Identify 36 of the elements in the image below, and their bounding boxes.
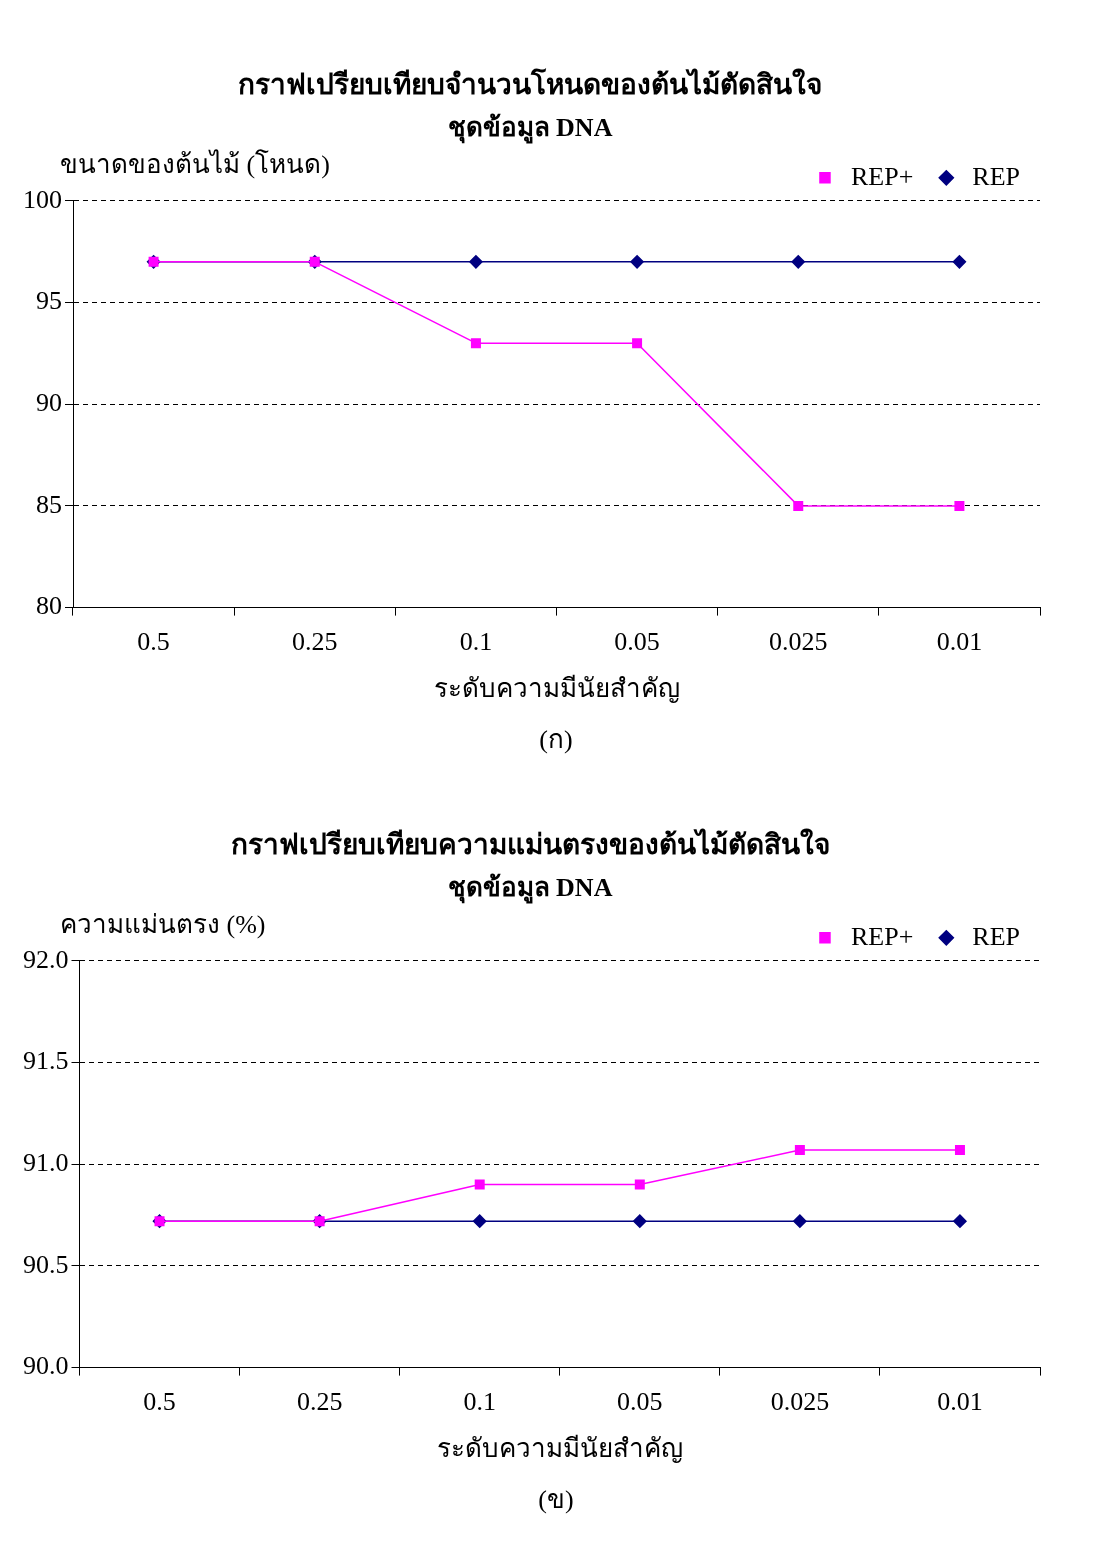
x-tick-label: 0.5 xyxy=(137,627,170,657)
x-tick-label: 0.05 xyxy=(617,1387,663,1417)
legend-label: REP+ xyxy=(850,921,914,951)
chart-subtitle: ชุดข้อมูล DNA xyxy=(447,112,613,144)
x-tick-label: 0.25 xyxy=(292,627,338,657)
x-tick-label: 0.25 xyxy=(296,1387,343,1417)
x-tick-label: 0.01 xyxy=(937,1387,983,1417)
x-tick-label: 0.1 xyxy=(459,627,493,657)
y-tick-label: 92.0 xyxy=(23,944,69,974)
y-tick-label: 90.5 xyxy=(23,1249,69,1279)
y-tick-label: 95 xyxy=(36,286,62,316)
y-tick-label: 91.5 xyxy=(23,1046,69,1076)
chart-title: กราฟเปรียบเทียบจำนวนโหนดของต้นไม้ตัดสินใจ xyxy=(238,67,822,101)
x-tick-label: 0.05 xyxy=(614,627,660,657)
legend-label: REP xyxy=(972,921,1020,951)
x-axis-title: ระดับความมีนัยสำคัญ xyxy=(436,1434,683,1464)
y-axis-title: ขนาดของต้นไม้ (โหนด) xyxy=(60,148,330,179)
y-tick-label: 100 xyxy=(23,184,62,214)
y-tick-label: 90.0 xyxy=(23,1351,69,1381)
y-axis-title: ความแม่นตรง (%) xyxy=(60,909,266,939)
legend-label: REP+ xyxy=(850,161,914,191)
text: (ก) xyxy=(538,724,574,756)
text: (ข) xyxy=(537,1484,575,1516)
legend-label: REP xyxy=(972,161,1020,191)
x-tick-label: 0.025 xyxy=(769,627,828,657)
x-tick-label: 0.5 xyxy=(143,1387,176,1417)
y-tick-label: 90 xyxy=(36,388,62,418)
y-tick-label: 80 xyxy=(36,591,62,621)
x-tick-label: 0.025 xyxy=(770,1387,830,1417)
y-tick-label: 85 xyxy=(36,489,62,519)
x-tick-label: 0.01 xyxy=(936,627,983,657)
x-tick-label: 0.1 xyxy=(463,1387,496,1417)
y-tick-label: 91.0 xyxy=(23,1148,69,1178)
chart-subtitle: ชุดข้อมูล DNA xyxy=(447,872,613,904)
x-axis-title: ระดับความมีนัยสำคัญ xyxy=(433,674,680,704)
chart-title: กราฟเปรียบเทียบความแม่นตรงของต้นไม้ตัดสินใจ xyxy=(230,828,830,861)
